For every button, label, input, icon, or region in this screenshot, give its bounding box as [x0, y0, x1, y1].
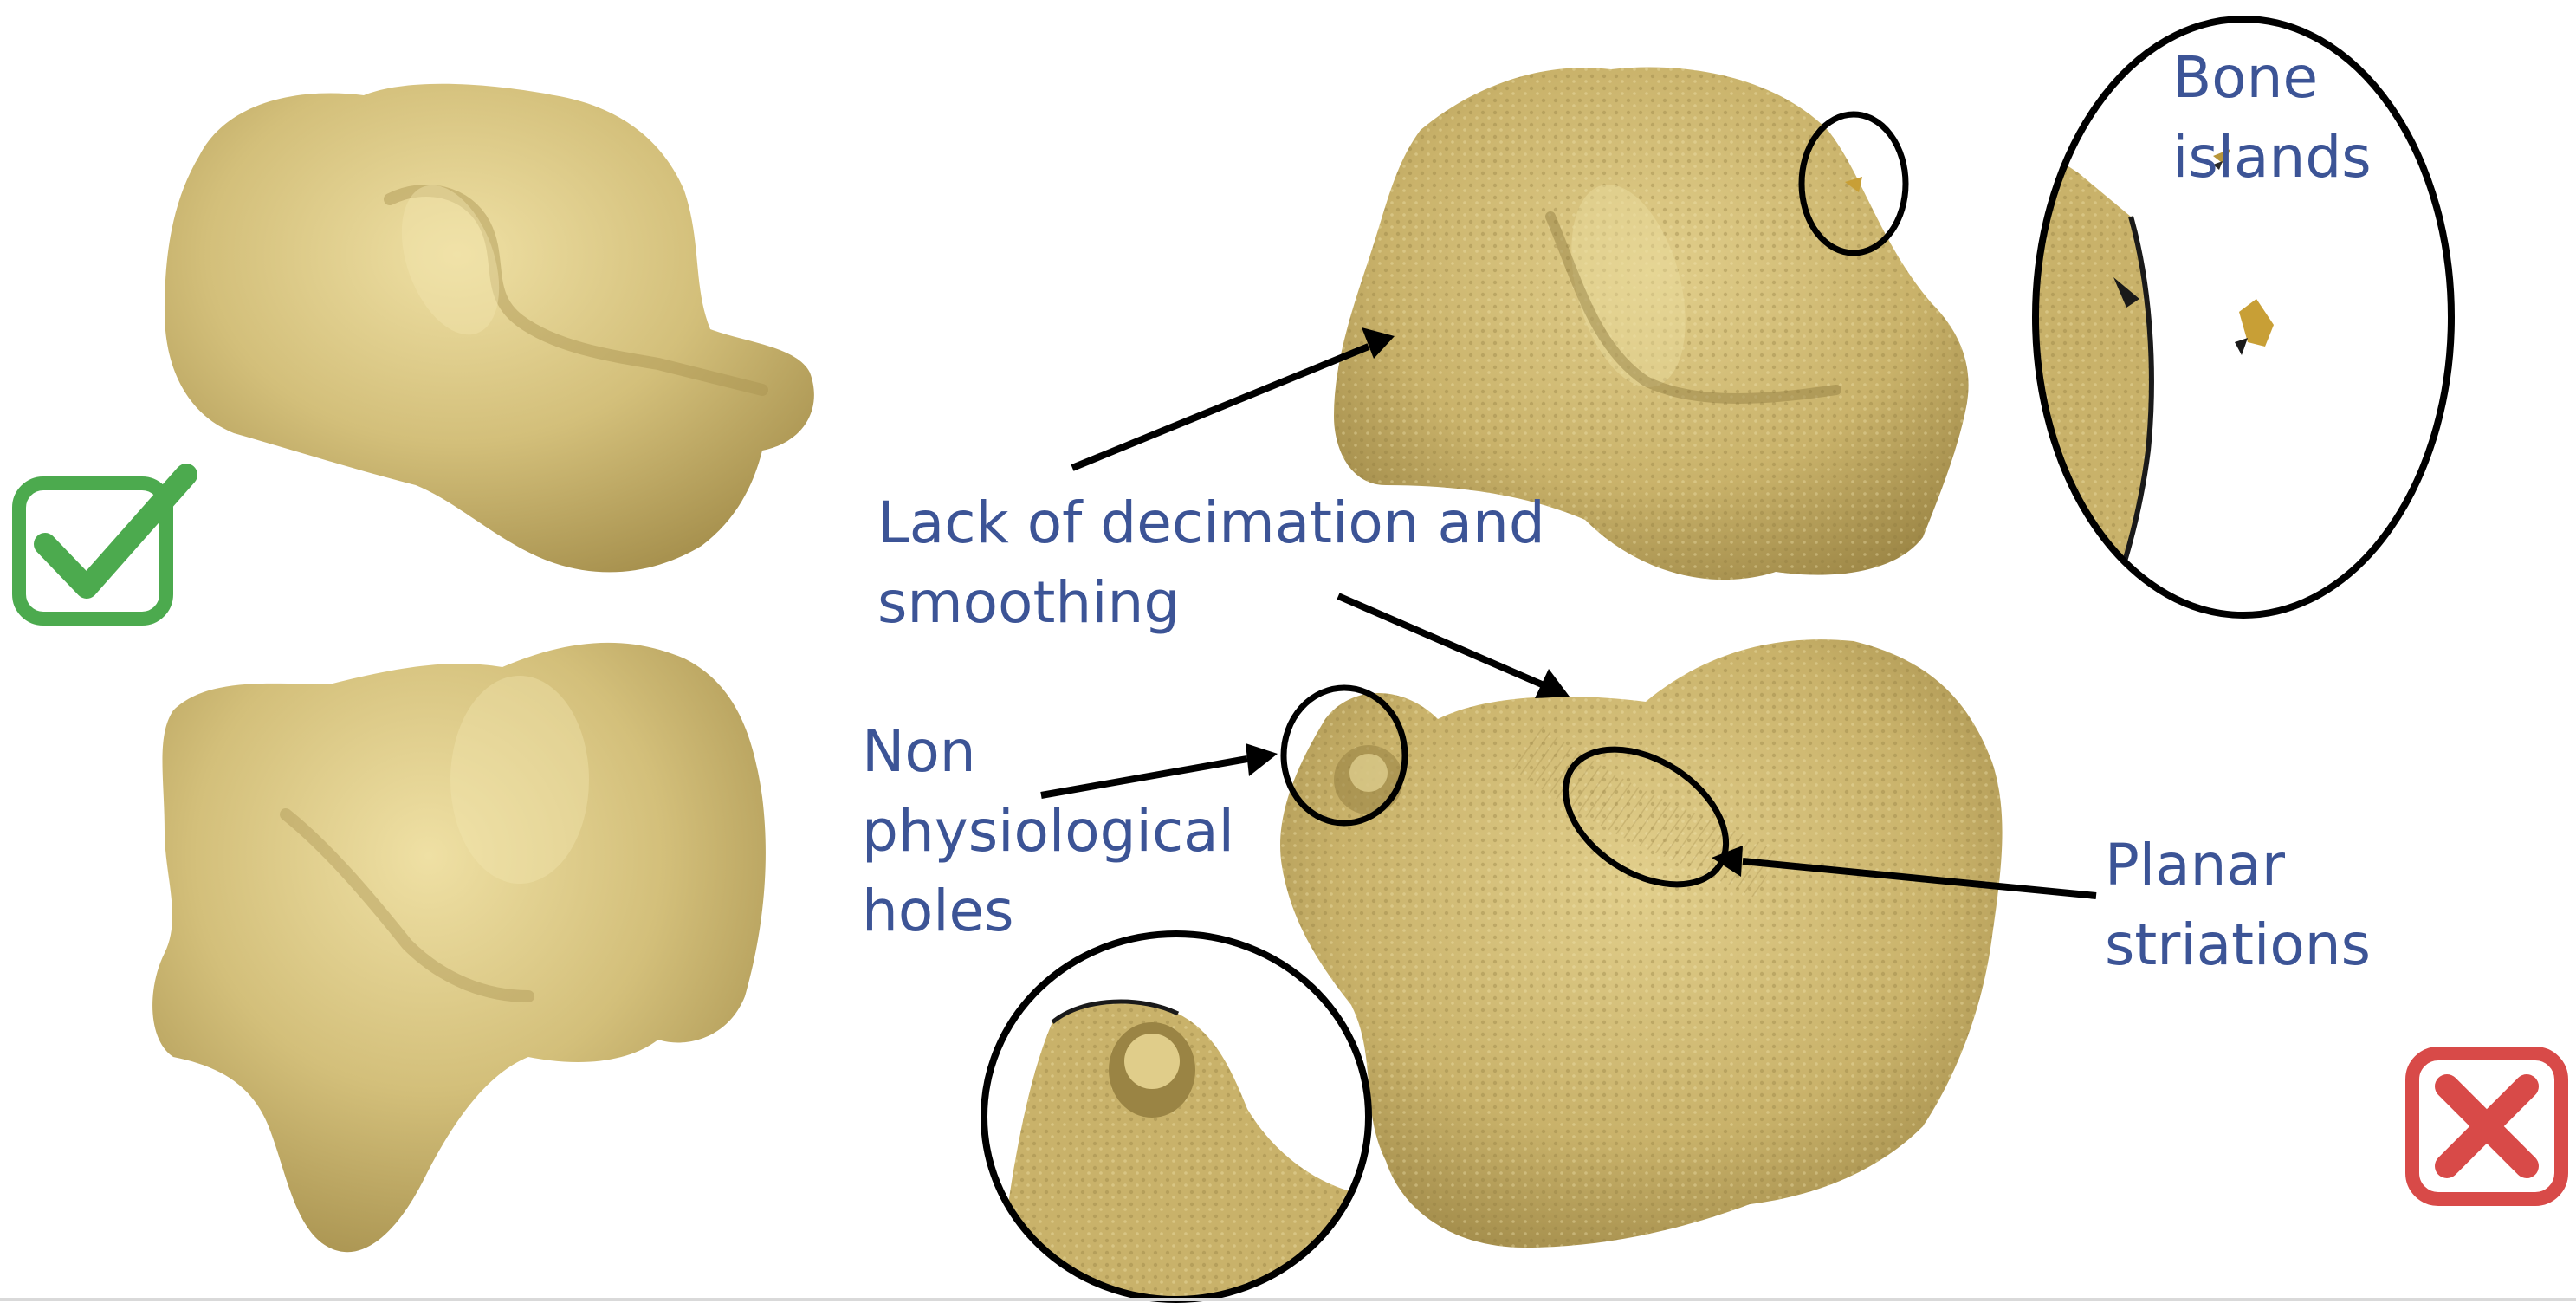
striations-label: Planar striations	[2105, 832, 2371, 978]
striations-arrow	[1742, 858, 2097, 899]
striations-marker	[1562, 746, 1730, 888]
decimation-arrow-top	[1071, 343, 1370, 471]
smooth-bone-bottom	[152, 642, 766, 1253]
holes-zoom	[981, 930, 1372, 1303]
rough-bone-bottom	[1280, 639, 2003, 1248]
holes-arrow	[1040, 755, 1248, 799]
rough-bone-top	[1334, 67, 1969, 580]
smooth-bone-top	[165, 83, 814, 573]
holes-label: Non physiological holes	[862, 718, 1234, 944]
x-mark-icon	[2405, 1047, 2568, 1206]
bone-islands-marker	[1798, 111, 1909, 256]
decimation-label: Lack of decimation and smoothing	[877, 489, 1545, 636]
bone-islands-label: Bone islands	[2172, 44, 2372, 191]
arrows	[1040, 327, 2097, 899]
bottom-divider	[0, 1298, 2576, 1301]
holes-marker	[1280, 684, 1408, 827]
decimation-arrow-bottom	[1337, 593, 1544, 688]
checkmark-icon	[12, 464, 197, 626]
bone-island-fragment	[1845, 177, 1862, 192]
